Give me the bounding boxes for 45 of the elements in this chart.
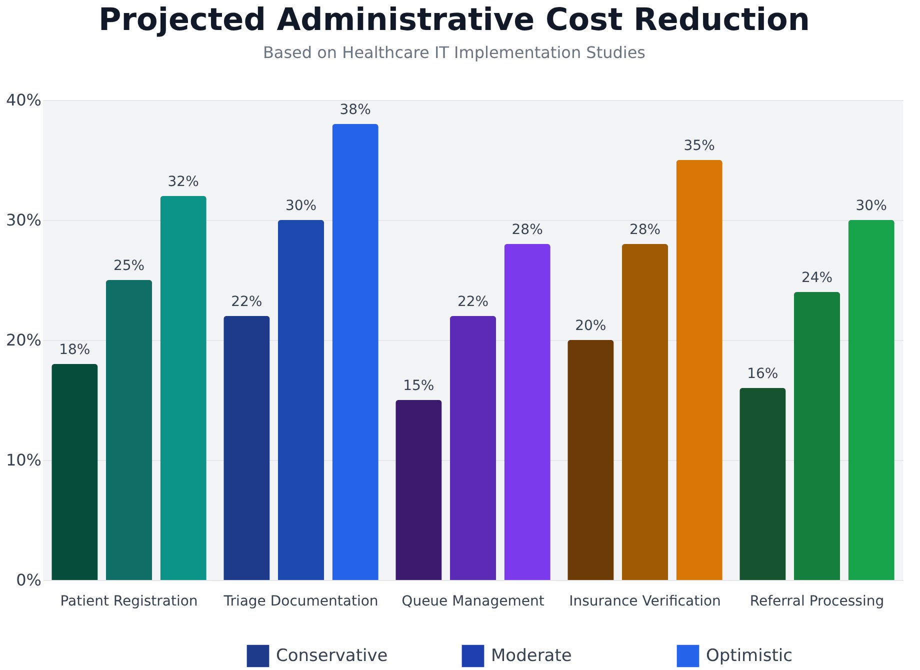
data-label: 24%: [801, 270, 833, 286]
bar: [568, 340, 614, 580]
legend-label: Conservative: [276, 646, 388, 666]
chart-title: Projected Administrative Cost Reduction: [98, 2, 810, 38]
data-label: 22%: [231, 294, 262, 310]
data-label: 25%: [113, 258, 145, 274]
bar: [106, 280, 152, 580]
bar: [740, 388, 786, 580]
data-label: 18%: [59, 342, 90, 358]
bar: [504, 244, 550, 580]
bar: [676, 160, 722, 580]
bar: [52, 364, 98, 580]
bar: [224, 316, 270, 580]
x-tick-label: Insurance Verification: [569, 594, 721, 610]
bar: [450, 316, 496, 580]
y-tick-label: 40%: [6, 90, 42, 110]
y-tick-label: 20%: [6, 330, 42, 350]
y-tick-label: 10%: [6, 450, 42, 470]
bar: [794, 292, 840, 580]
legend-label: Optimistic: [706, 646, 792, 666]
bar: [396, 400, 442, 580]
bar: [622, 244, 668, 580]
legend-label: Moderate: [491, 646, 572, 666]
data-label: 22%: [457, 294, 489, 310]
bar: [160, 196, 206, 580]
y-tick-label: 30%: [6, 210, 42, 230]
data-label: 30%: [285, 198, 317, 214]
data-label: 28%: [629, 222, 661, 238]
y-tick-label: 0%: [16, 570, 42, 590]
x-tick-label: Queue Management: [402, 594, 545, 610]
data-label: 15%: [403, 378, 434, 394]
data-label: 28%: [512, 222, 543, 238]
data-label: 30%: [856, 198, 887, 214]
bar: [332, 124, 378, 580]
data-label: 38%: [340, 102, 371, 118]
data-label: 32%: [168, 174, 199, 190]
bar: [848, 220, 894, 580]
data-label: 16%: [747, 366, 778, 382]
data-label: 20%: [575, 318, 606, 334]
x-tick-label: Patient Registration: [60, 594, 198, 610]
data-label: 35%: [684, 138, 715, 154]
bar: [278, 220, 324, 580]
chart-subtitle: Based on Healthcare IT Implementation Studies: [262, 43, 646, 62]
x-tick-label: Referral Processing: [750, 594, 884, 610]
x-tick-label: Triage Documentation: [222, 594, 378, 610]
